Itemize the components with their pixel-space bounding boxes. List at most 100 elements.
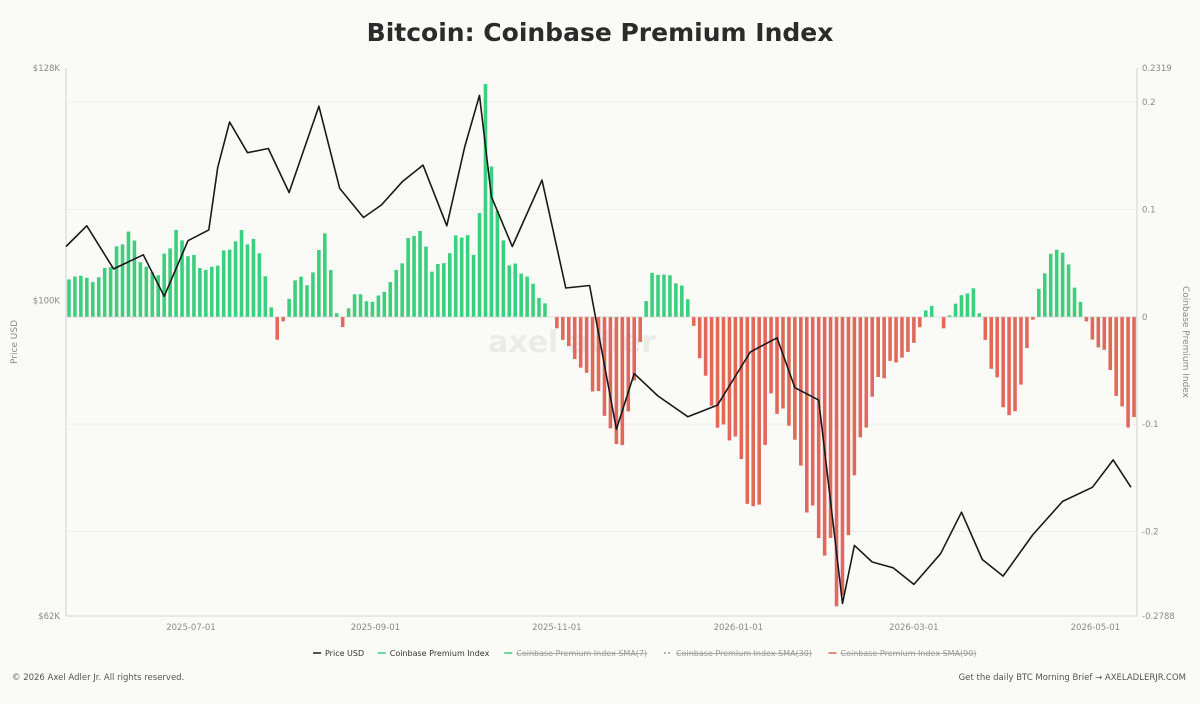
- premium-bar: [947, 315, 952, 317]
- premium-bar: [465, 235, 470, 317]
- premium-bar: [293, 280, 297, 317]
- premium-bar: [572, 316, 577, 360]
- premium-bar: [864, 316, 869, 428]
- premium-bar: [1019, 316, 1023, 385]
- premium-bar: [251, 238, 256, 317]
- premium-bar: [763, 316, 767, 445]
- premium-bar: [204, 269, 208, 317]
- chart-legend: Price USD Coinbase Premium Index Coinbase …: [313, 649, 976, 658]
- premium-bar: [650, 272, 654, 317]
- premium-bar: [751, 316, 756, 507]
- premium-bar: [180, 240, 184, 317]
- chart-title: Bitcoin: Coinbase Premium Index: [366, 18, 834, 47]
- premium-bar: [1102, 316, 1107, 350]
- premium-bar: [483, 84, 488, 317]
- premium-bar: [626, 316, 631, 412]
- premium-bar: [882, 316, 886, 379]
- premium-bar: [858, 316, 863, 438]
- premium-bar: [120, 244, 125, 317]
- left-axis-title: Price USD: [10, 320, 20, 364]
- premium-bar: [638, 316, 642, 342]
- premium-bar: [566, 316, 571, 347]
- x-axis-ticks: 2025-07-01 2025-09-01 2025-11-01 2026-01-01…: [166, 623, 1120, 633]
- premium-bar: [923, 310, 928, 317]
- premium-bar: [501, 240, 506, 317]
- premium-bar: [424, 246, 428, 317]
- premium-bar: [471, 254, 476, 317]
- premium-bar: [804, 316, 809, 513]
- premium-bar: [67, 279, 71, 317]
- premium-bar: [578, 316, 583, 368]
- premium-bar: [632, 316, 637, 381]
- premium-bar: [620, 316, 625, 446]
- premium-bar: [114, 246, 119, 317]
- premium-bar: [192, 254, 196, 317]
- premium-bar: [668, 275, 672, 317]
- premium-bar: [781, 316, 785, 409]
- premium-bar: [299, 276, 303, 317]
- premium-bars: [67, 84, 1136, 607]
- right-tick-label: 0: [1142, 313, 1147, 323]
- premium-bar: [495, 211, 500, 317]
- premium-bar: [108, 267, 113, 317]
- right-tick-label: 0.2: [1142, 98, 1156, 108]
- premium-bar: [162, 253, 166, 317]
- premium-bar: [1048, 253, 1053, 317]
- premium-bar: [96, 277, 101, 317]
- premium-bar: [810, 316, 815, 506]
- premium-bar: [394, 269, 399, 317]
- premium-bar: [977, 313, 982, 317]
- premium-bar: [1031, 316, 1035, 320]
- copyright-footer: © 2026 Axel Adler Jr. All rights reserve…: [12, 673, 185, 683]
- x-tick-label: 2025-09-01: [351, 623, 400, 633]
- premium-bar: [894, 316, 898, 363]
- premium-bar: [691, 316, 696, 326]
- premium-bar: [1120, 316, 1124, 407]
- premium-bar: [1126, 316, 1130, 428]
- premium-bar: [400, 263, 404, 317]
- premium-bar: [275, 316, 280, 340]
- premium-bar: [406, 238, 410, 317]
- premium-bar: [328, 270, 333, 317]
- newsletter-link[interactable]: Get the daily BTC Morning Brief → AXELAD…: [958, 673, 1186, 683]
- premium-bar: [739, 316, 744, 460]
- left-tick-label: $100K: [33, 296, 61, 306]
- premium-bar: [703, 316, 708, 376]
- premium-bar: [793, 316, 797, 440]
- premium-bar: [317, 249, 321, 317]
- premium-bar: [840, 316, 845, 596]
- premium-bar: [1013, 316, 1017, 412]
- premium-bar: [697, 316, 702, 359]
- premium-bar: [376, 295, 381, 317]
- premium-bar: [561, 316, 565, 340]
- premium-bar: [959, 295, 964, 317]
- premium-bar: [965, 293, 970, 317]
- premium-bar: [537, 297, 541, 317]
- premium-bar: [834, 316, 839, 607]
- premium-bar: [263, 276, 268, 317]
- premium-bar: [680, 285, 684, 317]
- premium-bar: [822, 316, 827, 556]
- premium-bar: [1025, 316, 1029, 349]
- premium-bar: [489, 166, 494, 317]
- premium-bar: [596, 316, 601, 392]
- premium-bar: [531, 283, 535, 317]
- premium-bar: [1037, 288, 1041, 317]
- premium-bar: [346, 308, 351, 317]
- premium-bar: [174, 229, 178, 317]
- right-axis-ticks: 0.2319 0.2 0.1 0 -0.1 -0.2 -0.2788: [1142, 64, 1175, 622]
- premium-bar: [715, 316, 720, 428]
- premium-bar: [150, 272, 155, 317]
- premium-bar: [989, 316, 994, 369]
- premium-bar: [90, 282, 95, 317]
- legend-item: Coinbase Premium Index SMA(90): [841, 649, 977, 658]
- premium-bar: [757, 316, 761, 505]
- premium-bar: [1096, 316, 1101, 348]
- premium-bar: [447, 253, 452, 317]
- left-tick-label: $62K: [38, 612, 60, 622]
- premium-bar: [1072, 287, 1077, 317]
- premium-bar: [436, 263, 440, 317]
- premium-bar: [912, 316, 916, 343]
- premium-bar: [144, 266, 149, 317]
